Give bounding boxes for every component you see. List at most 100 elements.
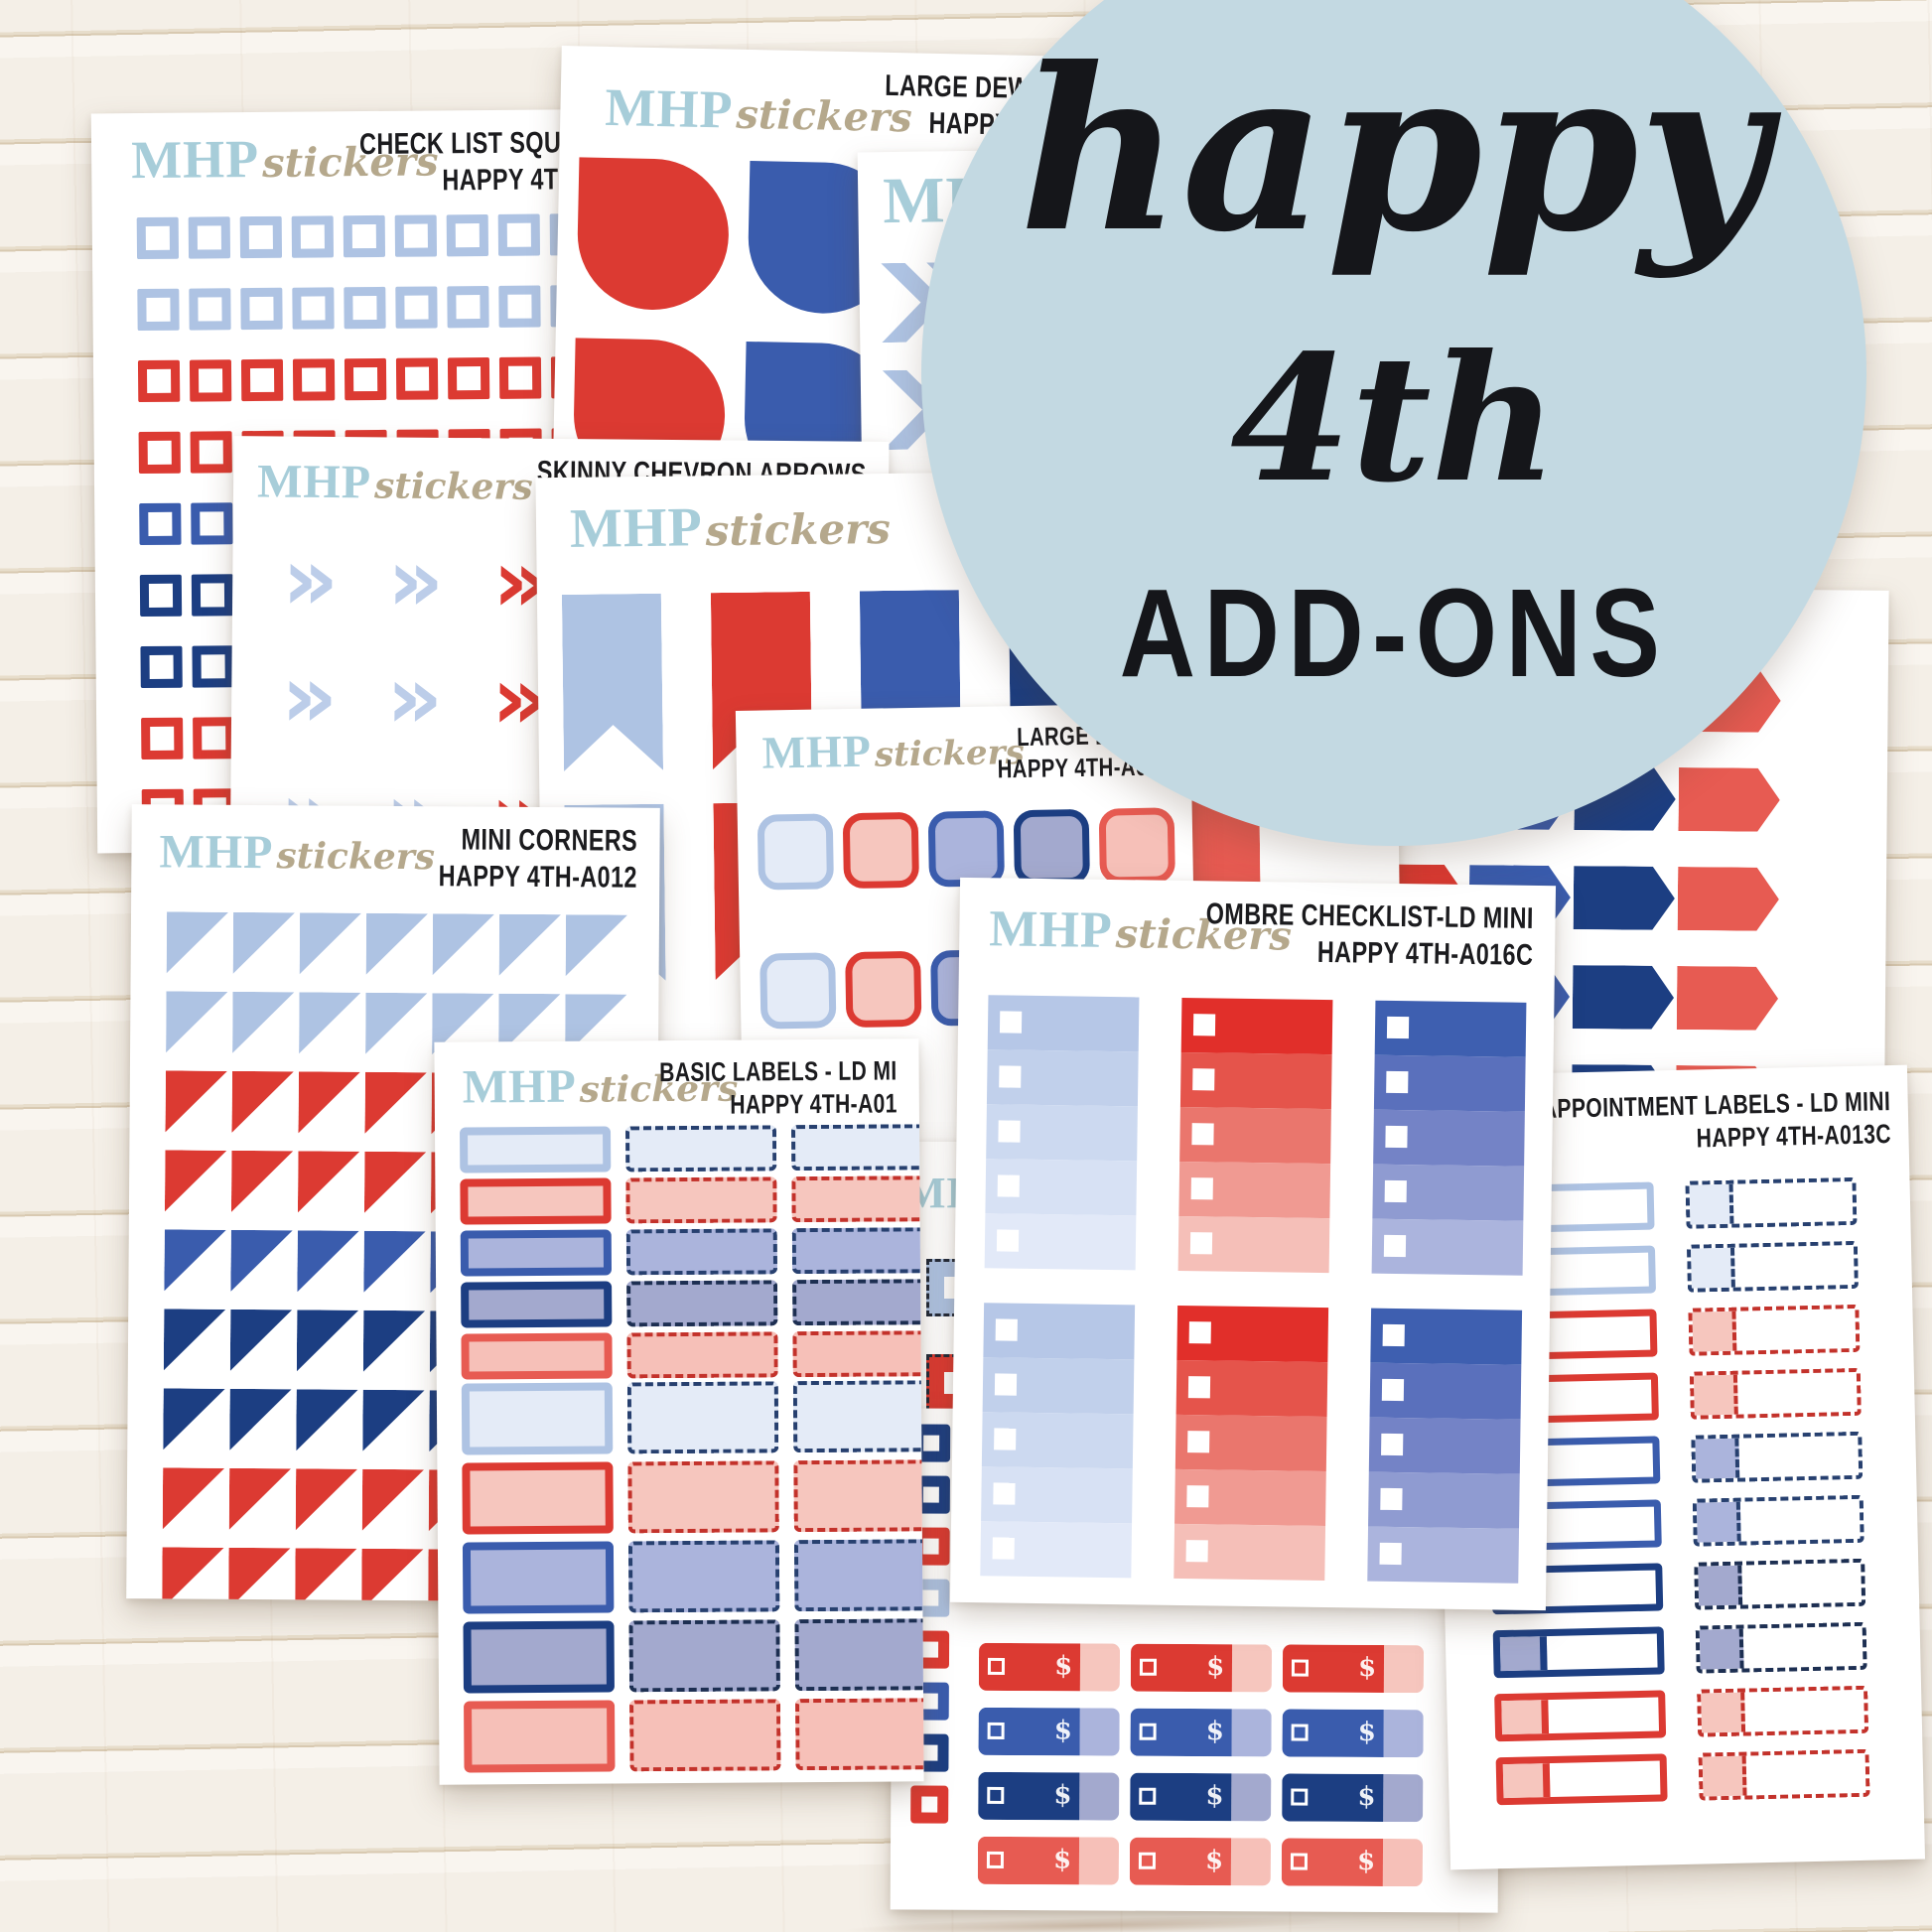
sticker [344,357,387,401]
sticker [228,1548,290,1602]
sticker [793,1539,924,1612]
sticker [164,1229,225,1291]
sticker [1698,1748,1870,1801]
sticker [1688,1304,1861,1356]
sticker [365,993,427,1054]
sticker [343,214,386,258]
sticker [231,1071,293,1133]
sticker [394,214,438,257]
sticker [141,717,184,760]
sticker [299,992,360,1053]
sticker [1371,1000,1527,1276]
sticker [140,645,183,689]
sticker [298,1071,359,1133]
sticker: » [386,528,445,631]
sticker [366,913,428,975]
sticker [1691,1431,1863,1483]
badge-line-add-ons: ADD-ONS [1119,563,1669,703]
sticker: » [385,645,444,749]
sticker [1177,997,1333,1274]
sticker: $ [1130,1643,1273,1693]
sticker [463,1620,615,1694]
sticker-grid-ombre-checklist [950,878,1556,1610]
sticker [240,358,284,402]
sticker [229,1468,291,1530]
sticker [576,157,731,312]
sticker [164,1309,225,1370]
sticker [459,1126,612,1173]
sticker [626,1280,778,1327]
sticker [927,810,1005,888]
sticker [1678,867,1780,931]
sticker [163,1467,224,1529]
sticker [162,1547,223,1601]
sticker: $ [1281,1838,1424,1887]
sticker [361,1549,423,1602]
sticker [190,431,232,474]
sticker [460,1177,612,1225]
sticker [1098,807,1175,885]
sticker [792,1380,924,1453]
sheet-basic-labels: MHP stickers BASIC LABELS - LD MI HAPPY … [434,1038,924,1785]
sticker [395,357,439,400]
sticker [138,431,181,475]
sticker: $ [1282,1644,1425,1694]
sticker: $ [1129,1837,1272,1886]
sticker [790,1124,924,1172]
sticker [757,813,835,891]
sticker [362,1390,424,1451]
sticker [292,358,336,401]
sticker [1686,1240,1859,1293]
sticker [626,1381,779,1454]
sticker [295,1548,356,1602]
sticker [229,1389,291,1450]
sticker [231,1151,293,1212]
sticker [166,991,227,1052]
sticker: $ [978,1707,1120,1756]
sticker [191,574,234,617]
sticker [626,1331,778,1379]
sticker [1677,966,1779,1031]
sticker [230,1310,292,1371]
sticker [230,1230,292,1292]
sticker [447,285,489,329]
sticker [139,502,182,546]
sticker [497,213,541,256]
sticker [433,913,494,975]
sticker [984,995,1140,1271]
sticker [364,1152,426,1213]
sticker [298,1151,359,1212]
sticker [462,1461,614,1535]
sticker [1367,1308,1523,1584]
sticker [1494,1690,1667,1742]
sticker [363,1231,425,1293]
sticker [1692,1494,1864,1547]
sticker [1678,767,1780,832]
sticker: » [280,644,339,749]
sticker [461,1332,613,1380]
sticker [362,1469,424,1531]
sticker [910,1785,949,1824]
sticker [845,950,922,1029]
sticker [136,216,180,260]
sticker [792,1330,924,1378]
sticker [791,1175,924,1223]
sticker [395,286,438,329]
sticker [1495,1753,1668,1806]
sticker [625,1176,777,1224]
sticker [498,285,541,328]
sticker [793,1459,924,1533]
sticker [624,1125,777,1173]
sticker: $ [1130,1708,1272,1757]
sticker [629,1699,781,1772]
sticker [192,645,234,688]
sticker [1573,965,1675,1030]
sticker [1697,1685,1869,1737]
sticker [795,1698,924,1771]
happy-4th-add-ons-badge: happy 4th ADD-ONS [921,0,1866,846]
sheet-ombre-checklist: MHP stickers OMBRE CHECKLIST-LD MINI HAP… [949,877,1557,1611]
badge-line-happy: happy [1019,20,1769,282]
sticker [464,1700,616,1773]
badge-line-4th: 4th [1230,318,1558,521]
sticker [137,359,181,403]
